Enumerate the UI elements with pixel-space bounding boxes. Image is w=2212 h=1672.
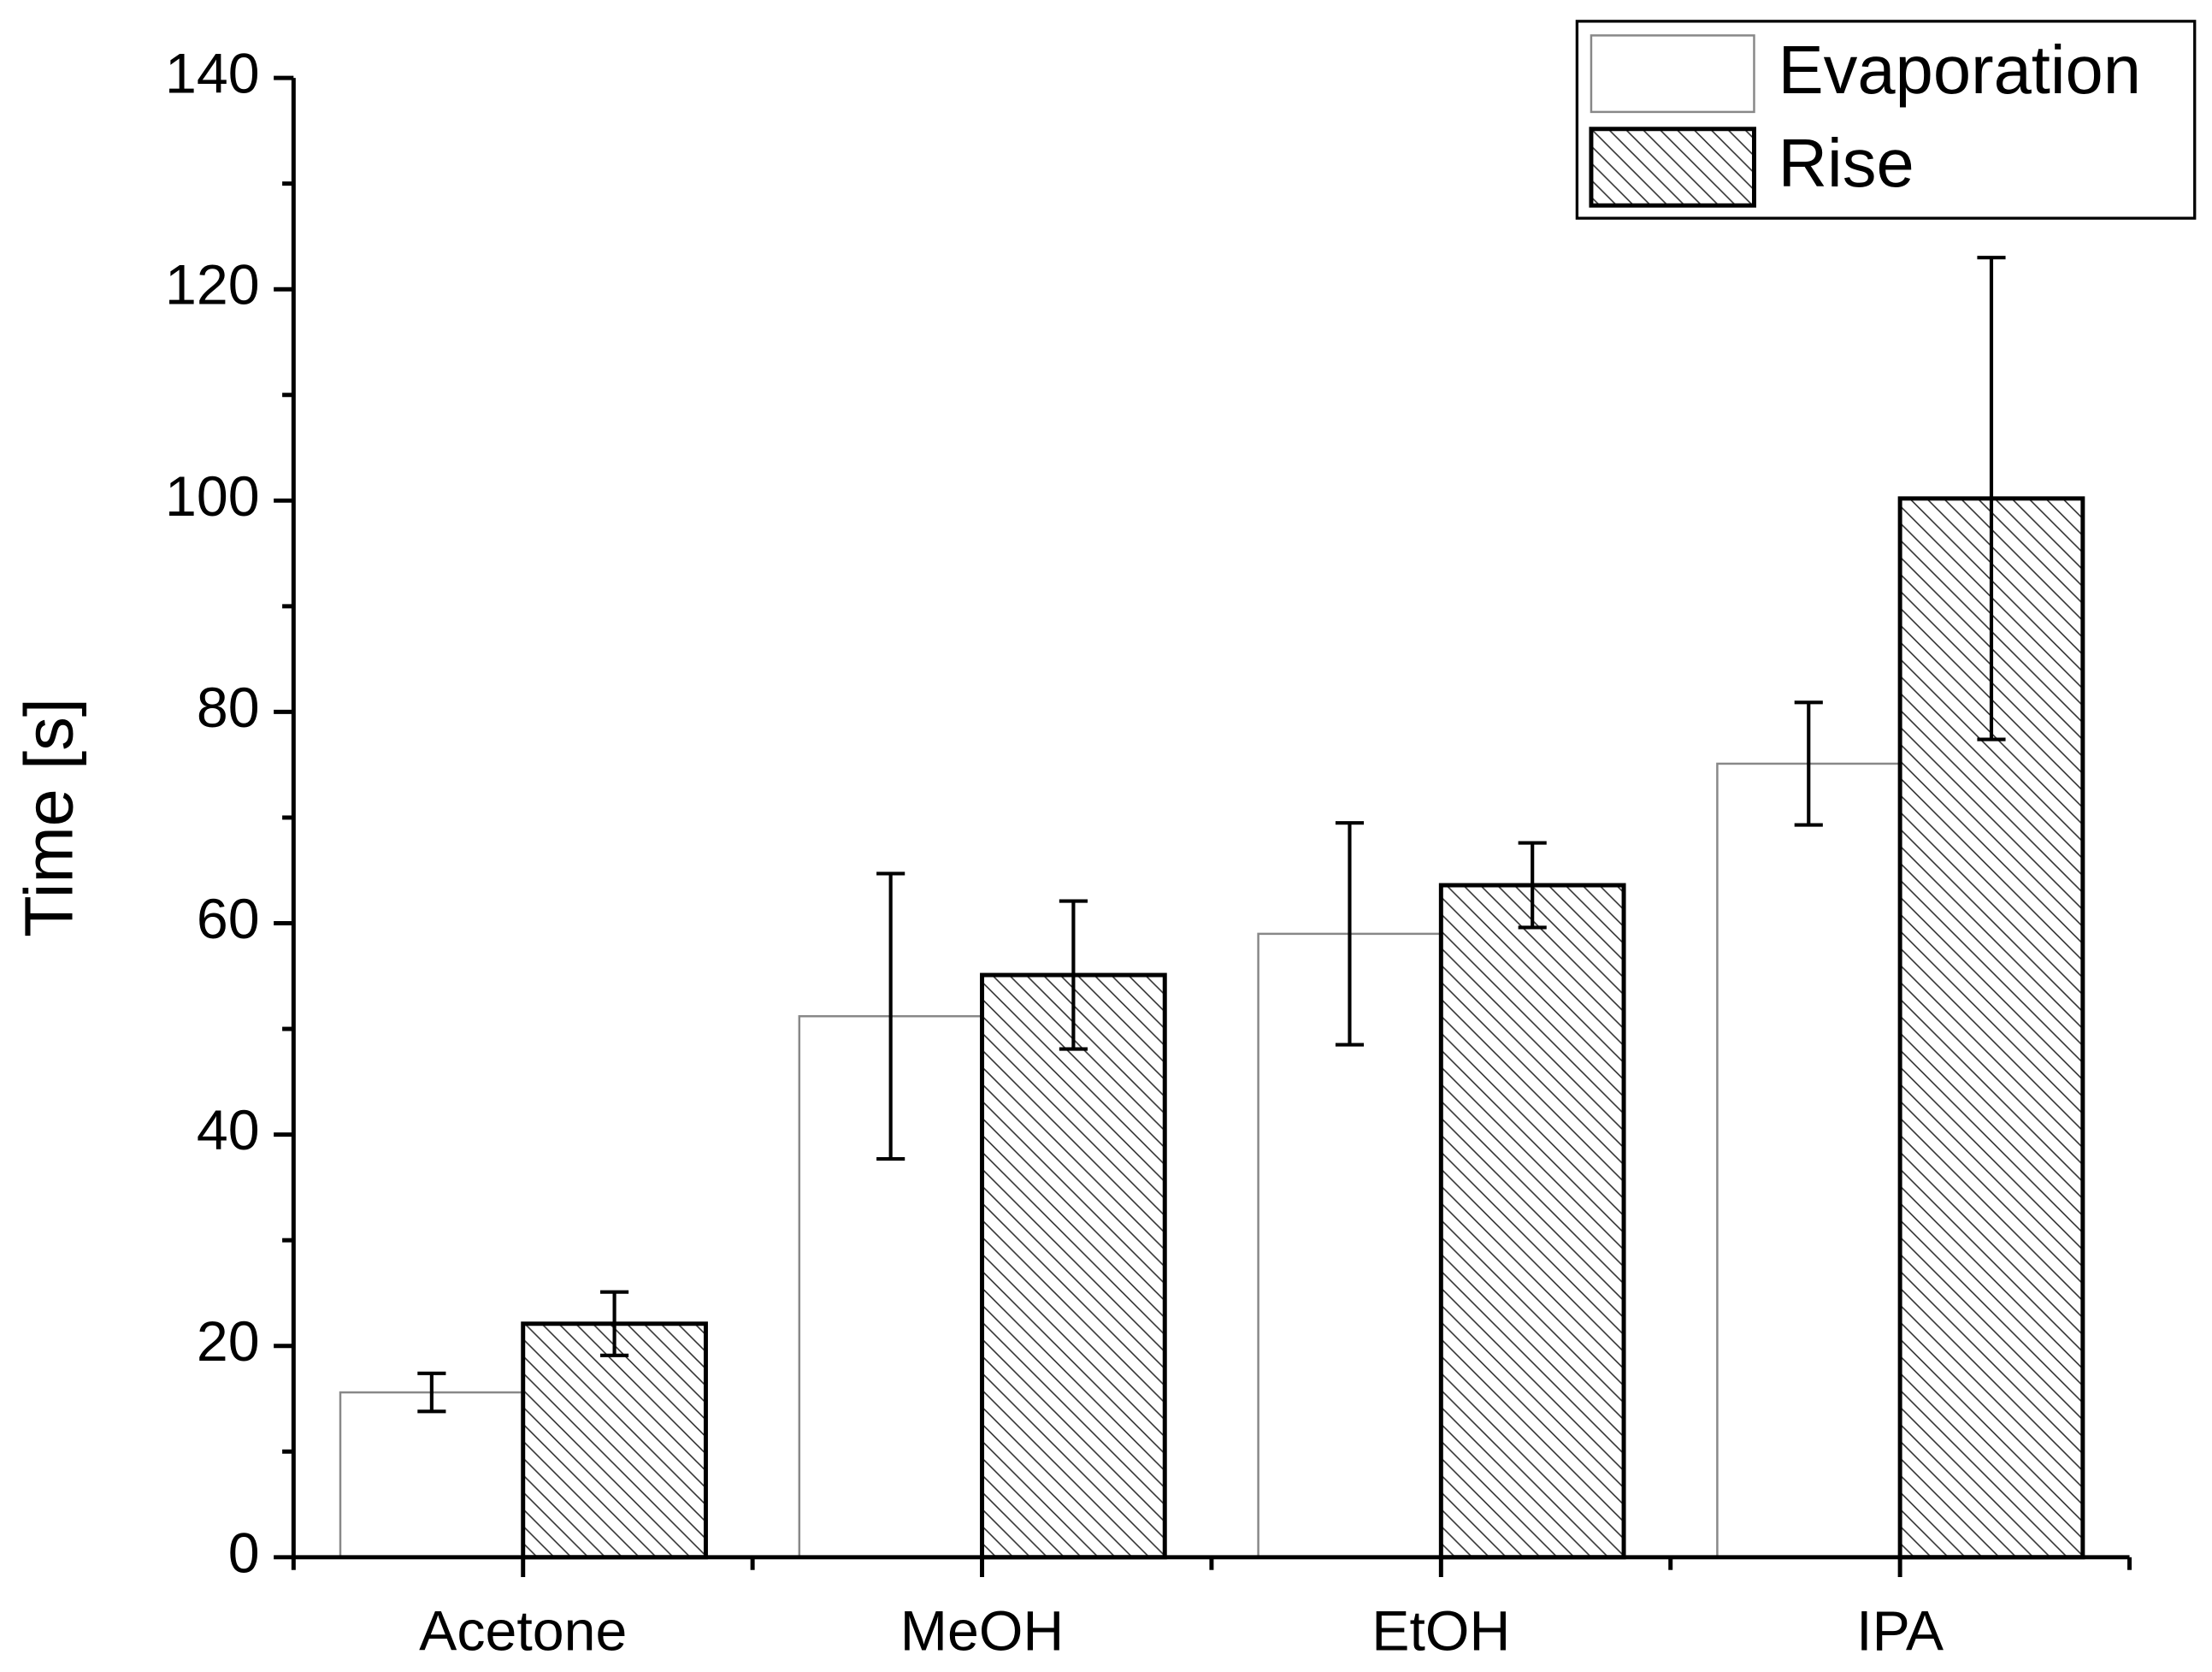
legend-label: Evaporation [1778,32,2141,108]
bar [521,1321,708,1560]
legend-swatch [1589,127,1756,208]
error-bar [876,871,905,1161]
bar [339,1391,524,1559]
y-axis-title: Time [s] [10,698,86,937]
bar [1716,762,1902,1559]
bar [980,972,1167,1560]
y-tick-label: 20 [197,1310,260,1374]
error-bar [1059,899,1088,1051]
y-tick-label: 80 [197,676,260,740]
x-tick-label: MeOH [900,1599,1064,1663]
error-bar [1794,700,1823,827]
error-bar [1977,256,2006,741]
y-tick-label: 0 [228,1521,260,1585]
error-bar [1335,821,1365,1047]
error-bar [1518,841,1547,930]
y-tick-label: 40 [197,1099,260,1162]
y-tick-label: 60 [197,888,260,951]
legend-swatch [1590,34,1755,114]
x-tick-label: IPA [1856,1599,1944,1663]
bar [1438,883,1626,1560]
x-tick-label: Acetone [419,1599,627,1663]
y-tick-label: 120 [165,254,260,317]
error-bar [600,1290,629,1357]
y-tick-label: 140 [165,43,260,106]
y-tick-label: 100 [165,465,260,529]
x-tick-label: EtOH [1371,1599,1510,1663]
error-bar [417,1371,446,1414]
legend-label: Rise [1778,125,1914,201]
